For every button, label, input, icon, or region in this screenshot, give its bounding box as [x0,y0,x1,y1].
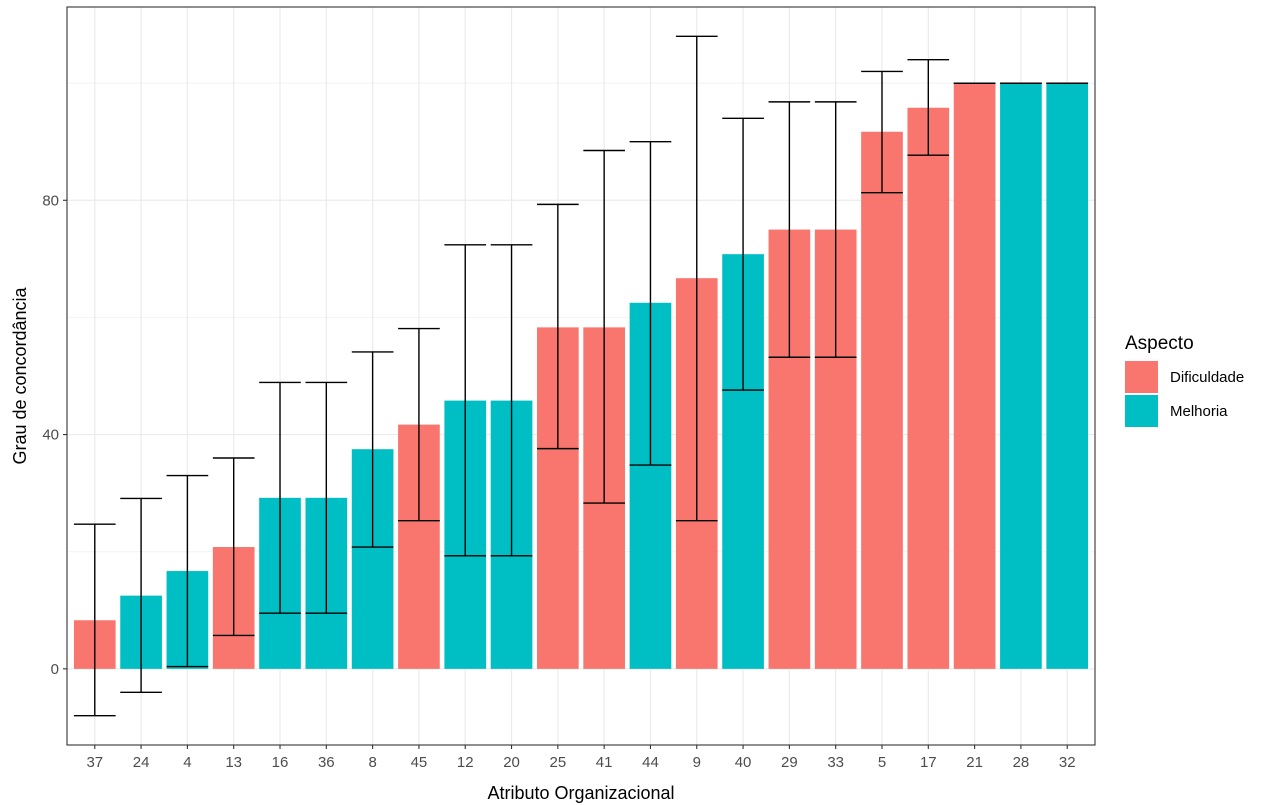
errorbar-40 [722,117,764,391]
legend-title: Aspecto [1125,333,1194,354]
errorbar-8 [351,351,394,548]
errorbar-33 [814,101,857,358]
errorbar-37 [73,523,116,717]
errorbar-45 [398,327,440,522]
errorbar-9 [675,35,718,522]
y-tick-label: 0 [51,661,59,678]
x-tick-label: 12 [457,754,474,771]
x-tick-label: 4 [183,754,191,771]
errorbar-16 [259,381,301,614]
x-tick-label: 37 [86,754,103,771]
bar-21 [953,83,996,669]
legend-items: Dificuldade Melhoria [1125,361,1244,427]
errorbar-25 [537,203,579,450]
y-tick-label: 40 [42,427,59,444]
x-tick-label: 45 [411,754,428,771]
x-axis: 37 24 4 13 16 36 8 45 12 20 25 41 44 9 40 29 33 5 17 21 28 32 [86,745,1076,771]
errorbar-4 [166,474,209,668]
plot-border [66,6,1096,746]
legend-key-melhoria [1125,395,1158,427]
x-tick-label: 25 [550,754,567,771]
x-tick-label: 24 [133,754,150,771]
x-tick-label: 36 [318,754,335,771]
x-tick-label: 33 [827,754,844,771]
errorbar-36 [305,381,348,614]
x-tick-label: 40 [735,754,752,771]
x-tick-label: 44 [642,754,659,771]
errorbar-44 [629,141,672,466]
x-tick-label: 17 [920,754,937,771]
legend-label: Melhoria [1170,403,1228,420]
y-axis-title: Grau de concordância [10,286,30,464]
y-tick-label: 80 [42,192,59,209]
x-tick-label: 41 [596,754,613,771]
legend-label: Dificuldade [1170,369,1244,386]
x-tick-label: 28 [1013,754,1030,771]
x-tick-label: 20 [503,754,520,771]
x-tick-label: 9 [693,754,701,771]
errorbar-13 [212,457,255,637]
legend-key-dificuldade [1125,361,1158,393]
errorbar-41 [583,149,625,504]
x-tick-label: 32 [1059,754,1076,771]
error-bars [73,35,1089,717]
x-tick-label: 8 [368,754,376,771]
legend: Aspecto Dificuldade Melhoria [1125,333,1244,427]
errorbar-29 [768,101,811,358]
x-tick-label: 5 [878,754,886,771]
errorbar-5 [861,70,903,194]
x-tick-label: 13 [225,754,242,771]
x-tick-label: 21 [966,754,983,771]
x-tick-label: 29 [781,754,798,771]
y-axis: 0 40 80 [42,192,67,678]
x-tick-label: 16 [272,754,289,771]
errorbar-20 [490,244,533,557]
bar-32 [1046,83,1089,669]
bar-5 [861,131,903,669]
errorbar-12 [444,244,487,557]
bar-28 [1000,83,1042,669]
errorbar-24 [120,497,162,693]
x-axis-title: Atributo Organizacional [487,783,674,803]
errorbar-17 [907,59,950,156]
bar-17 [907,107,950,669]
